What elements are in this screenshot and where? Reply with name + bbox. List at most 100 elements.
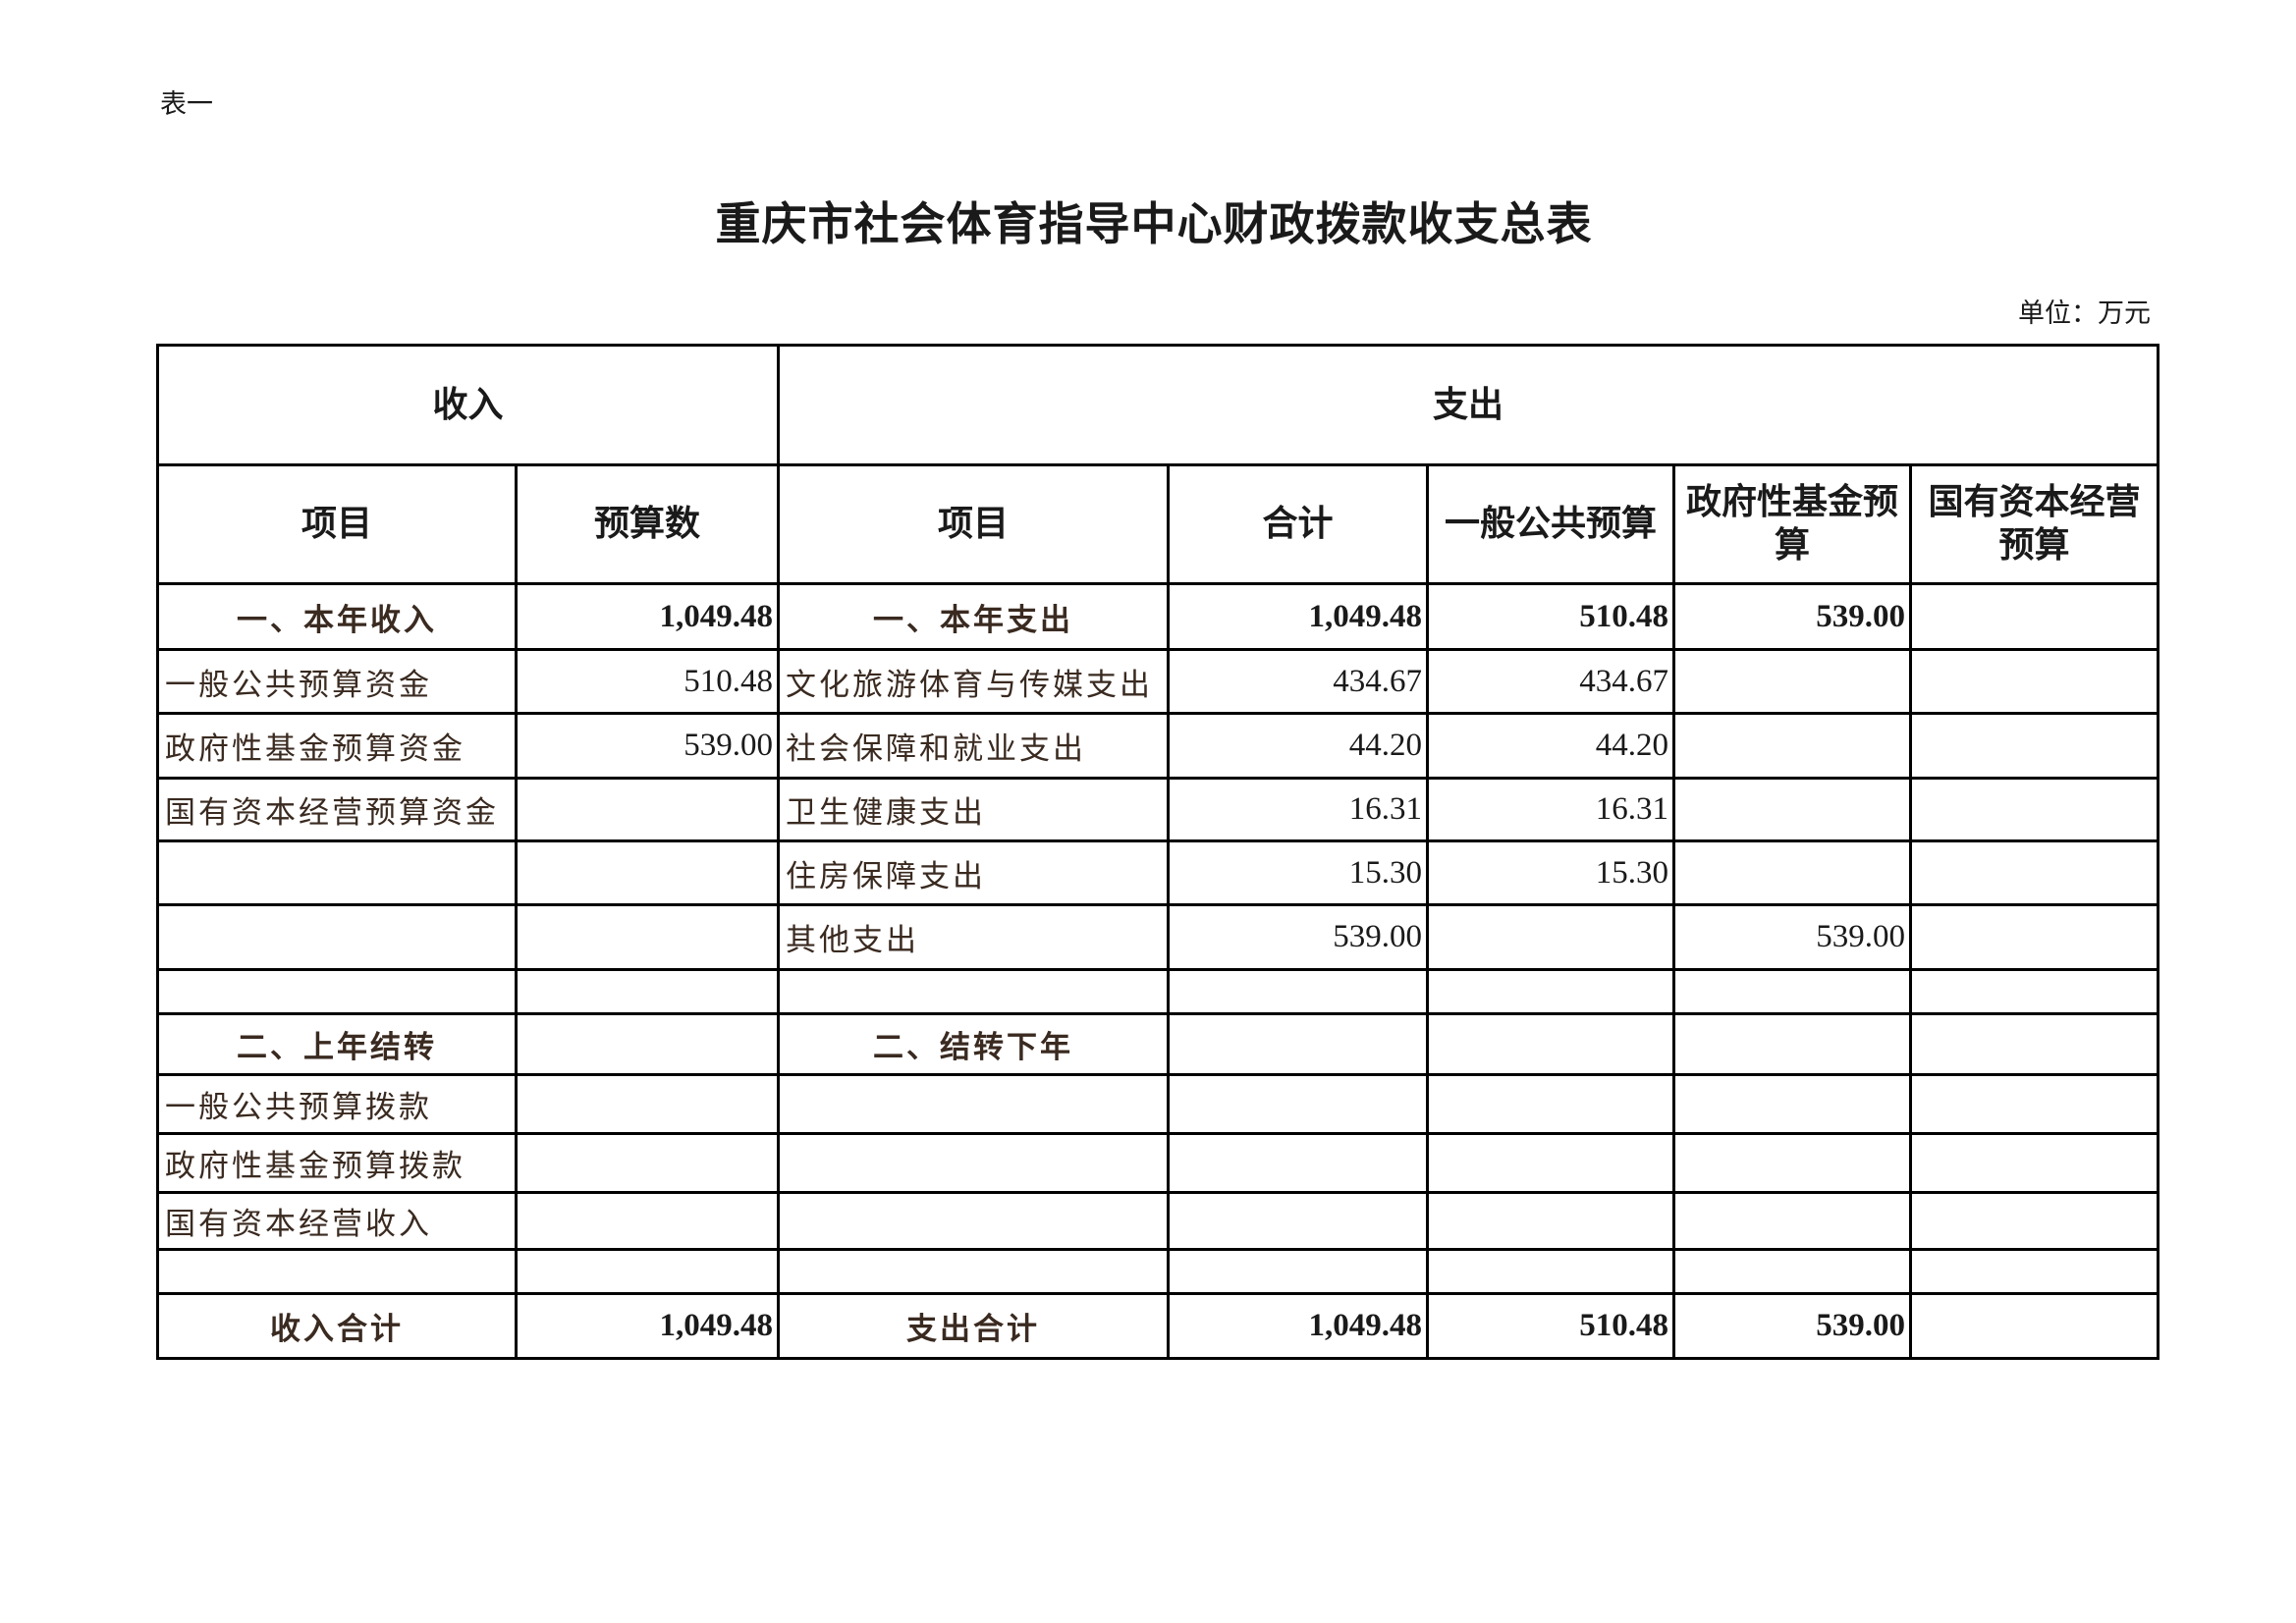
cell-expense-total: 434.67 — [1167, 648, 1430, 715]
table-row: 住房保障支出 15.30 15.30 — [156, 839, 2160, 906]
cell-general-public-budget: 15.30 — [1426, 839, 1676, 906]
cell-income-item — [156, 903, 518, 971]
table-row: 国有资本经营收入 — [156, 1191, 2160, 1251]
cell-expense-item — [777, 1132, 1171, 1194]
cell-income-budget: 510.48 — [514, 648, 781, 715]
cell-expense-total — [1167, 1073, 1430, 1135]
cell-income-budget — [514, 968, 781, 1015]
cell-government-fund-budget — [1672, 1073, 1913, 1135]
cell-general-public-budget — [1426, 1012, 1676, 1076]
cell-expense-item — [777, 1191, 1171, 1251]
cell-income-budget — [514, 777, 781, 842]
cell-income-item — [156, 968, 518, 1015]
cell-income-item: 一般公共预算资金 — [156, 648, 518, 715]
cell-income-item: 收入合计 — [156, 1292, 518, 1360]
cell-expense-item — [777, 1248, 1171, 1295]
table-row: 一般公共预算拨款 — [156, 1073, 2160, 1135]
cell-government-fund-budget — [1672, 648, 1913, 715]
cell-government-fund-budget — [1672, 1012, 1913, 1076]
cell-income-budget — [514, 1191, 781, 1251]
cell-general-public-budget — [1426, 1132, 1676, 1194]
cell-income-budget: 539.00 — [514, 712, 781, 780]
cell-income-budget — [514, 903, 781, 971]
budget-table: 收入 支出 项目 预算数 项目 合计 一般公共预算 政府性基金预算 国有资本经营预算 一、本… — [155, 344, 2160, 1360]
cell-income-item: 二、上年结转 — [156, 1012, 518, 1076]
table-row: 收入合计 1,049.48 支出合计 1,049.48 510.48 539.00 — [156, 1292, 2160, 1360]
cell-income-budget — [514, 1132, 781, 1194]
cell-government-fund-budget: 539.00 — [1672, 582, 1913, 651]
cell-general-public-budget: 510.48 — [1426, 1292, 1676, 1360]
cell-income-budget — [514, 1012, 781, 1076]
cell-income-item — [156, 1248, 518, 1295]
cell-government-fund-budget — [1672, 1191, 1913, 1251]
cell-government-fund-budget — [1672, 712, 1913, 780]
cell-general-public-budget — [1426, 1191, 1676, 1251]
column-header-expense-total: 合计 — [1167, 463, 1430, 585]
cell-state-capital-budget — [1909, 1132, 2160, 1194]
cell-expense-total — [1167, 1132, 1430, 1194]
cell-state-capital-budget — [1909, 1012, 2160, 1076]
cell-expense-total: 44.20 — [1167, 712, 1430, 780]
cell-state-capital-budget — [1909, 839, 2160, 906]
cell-expense-total — [1167, 968, 1430, 1015]
table-row: 其他支出 539.00 539.00 — [156, 903, 2160, 971]
cell-general-public-budget: 16.31 — [1426, 777, 1676, 842]
cell-expense-item: 支出合计 — [777, 1292, 1171, 1360]
cell-income-item: 一、本年收入 — [156, 582, 518, 651]
cell-general-public-budget: 434.67 — [1426, 648, 1676, 715]
table-row: 一、本年收入 1,049.48 一、本年支出 1,049.48 510.48 539.00 — [156, 582, 2160, 651]
column-header-income-item: 项目 — [156, 463, 518, 585]
table-row — [156, 968, 2160, 1015]
cell-state-capital-budget — [1909, 1191, 2160, 1251]
cell-state-capital-budget — [1909, 1248, 2160, 1295]
cell-income-budget: 1,049.48 — [514, 1292, 781, 1360]
cell-income-item: 国有资本经营预算资金 — [156, 777, 518, 842]
cell-expense-total: 1,049.48 — [1167, 582, 1430, 651]
cell-expense-item — [777, 968, 1171, 1015]
cell-government-fund-budget: 539.00 — [1672, 1292, 1913, 1360]
cell-general-public-budget: 510.48 — [1426, 582, 1676, 651]
cell-income-budget — [514, 839, 781, 906]
cell-income-budget — [514, 1073, 781, 1135]
cell-state-capital-budget — [1909, 777, 2160, 842]
cell-expense-item: 文化旅游体育与传媒支出 — [777, 648, 1171, 715]
cell-expense-item — [777, 1073, 1171, 1135]
cell-income-budget: 1,049.48 — [514, 582, 781, 651]
cell-general-public-budget — [1426, 968, 1676, 1015]
table-row: 一般公共预算资金 510.48 文化旅游体育与传媒支出 434.67 434.67 — [156, 648, 2160, 715]
cell-general-public-budget: 44.20 — [1426, 712, 1676, 780]
expense-header: 支出 — [777, 344, 2160, 466]
cell-general-public-budget — [1426, 903, 1676, 971]
cell-income-item: 国有资本经营收入 — [156, 1191, 518, 1251]
table-row — [156, 1248, 2160, 1295]
cell-expense-item: 一、本年支出 — [777, 582, 1171, 651]
column-header-state-capital-budget: 国有资本经营预算 — [1909, 463, 2160, 585]
cell-government-fund-budget — [1672, 777, 1913, 842]
cell-expense-item: 二、结转下年 — [777, 1012, 1171, 1076]
cell-expense-total: 539.00 — [1167, 903, 1430, 971]
cell-income-item — [156, 839, 518, 906]
cell-income-budget — [514, 1248, 781, 1295]
cell-state-capital-budget — [1909, 582, 2160, 651]
cell-expense-total: 15.30 — [1167, 839, 1430, 906]
table-row: 政府性基金预算资金 539.00 社会保障和就业支出 44.20 44.20 — [156, 712, 2160, 780]
column-header-government-fund-budget: 政府性基金预算 — [1672, 463, 1913, 585]
cell-expense-item: 卫生健康支出 — [777, 777, 1171, 842]
cell-expense-item: 社会保障和就业支出 — [777, 712, 1171, 780]
cell-state-capital-budget — [1909, 648, 2160, 715]
cell-expense-total — [1167, 1191, 1430, 1251]
table-row: 国有资本经营预算资金 卫生健康支出 16.31 16.31 — [156, 777, 2160, 842]
cell-government-fund-budget — [1672, 839, 1913, 906]
unit-label: 单位：万元 — [2018, 298, 2151, 329]
cell-government-fund-budget — [1672, 1248, 1913, 1295]
group-header-row: 收入 支出 — [155, 344, 2160, 466]
cell-general-public-budget — [1426, 1073, 1676, 1135]
cell-income-item: 政府性基金预算资金 — [156, 712, 518, 780]
cell-state-capital-budget — [1909, 968, 2160, 1015]
cell-government-fund-budget: 539.00 — [1672, 903, 1913, 971]
column-header-income-budget: 预算数 — [514, 463, 781, 585]
table-number-label: 表一 — [160, 89, 213, 120]
table-row: 政府性基金预算拨款 — [156, 1132, 2160, 1194]
cell-expense-item: 住房保障支出 — [777, 839, 1171, 906]
cell-state-capital-budget — [1909, 712, 2160, 780]
